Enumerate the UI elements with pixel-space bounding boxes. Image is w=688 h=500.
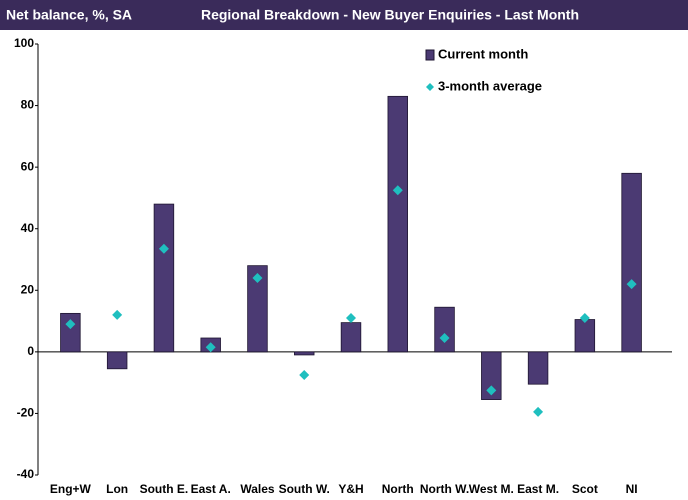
legend-swatch <box>426 83 434 91</box>
diamond-marker <box>158 243 169 254</box>
diamond-marker <box>486 385 497 396</box>
x-tick-label: North <box>382 482 414 496</box>
bar <box>153 203 175 353</box>
bar <box>621 172 642 353</box>
x-tick-label: East A. <box>191 482 231 496</box>
bar <box>106 351 128 370</box>
diamond-marker <box>65 319 76 330</box>
y-tick-label: 40 <box>21 221 35 235</box>
diamond-marker <box>112 309 123 320</box>
diamond-marker <box>439 333 450 344</box>
diamond-marker <box>533 406 544 417</box>
bar <box>247 265 268 353</box>
x-tick-label: South W. <box>279 482 330 496</box>
diamond-marker <box>252 272 263 283</box>
diamond-marker <box>346 312 356 323</box>
y-tick-label: 100 <box>14 36 34 50</box>
bar <box>434 306 455 353</box>
x-tick-label: NI <box>626 482 638 496</box>
y-tick-label: -20 <box>17 406 35 420</box>
y-axis-label: Net balance, %, SA <box>6 7 132 23</box>
diamond-marker <box>205 342 216 353</box>
bar <box>340 322 362 353</box>
y-tick-label: 0 <box>27 344 34 358</box>
legend-label: Current month <box>438 46 528 61</box>
chart-title: Regional Breakdown - New Buyer Enquiries… <box>201 7 579 23</box>
legend-swatch <box>425 49 435 61</box>
y-tick-label: 80 <box>21 98 35 112</box>
diamond-marker <box>626 279 637 290</box>
x-tick-label: Lon <box>106 482 128 496</box>
bar <box>294 351 315 356</box>
bar <box>527 351 549 385</box>
bar <box>574 319 596 353</box>
legend-label: 3-month average <box>438 78 542 93</box>
diamond-marker <box>392 185 403 196</box>
header-bar <box>0 0 688 30</box>
y-tick-label: -40 <box>17 467 35 481</box>
x-tick-label: South E. <box>140 482 189 496</box>
x-tick-label: West M. <box>469 482 514 496</box>
diamond-marker <box>299 369 310 380</box>
diamond-marker <box>579 312 590 323</box>
y-tick-label: 60 <box>21 159 35 173</box>
x-tick-label: Eng+W <box>50 482 92 496</box>
bar <box>481 351 502 400</box>
y-tick-label: 20 <box>21 282 35 296</box>
x-tick-label: East M. <box>517 482 559 496</box>
x-tick-label: Y&H <box>338 482 363 496</box>
x-tick-label: Scot <box>572 482 598 496</box>
x-tick-label: North W. <box>420 482 469 496</box>
bar <box>387 95 408 353</box>
bar <box>60 312 81 353</box>
x-tick-label: Wales <box>240 482 275 496</box>
